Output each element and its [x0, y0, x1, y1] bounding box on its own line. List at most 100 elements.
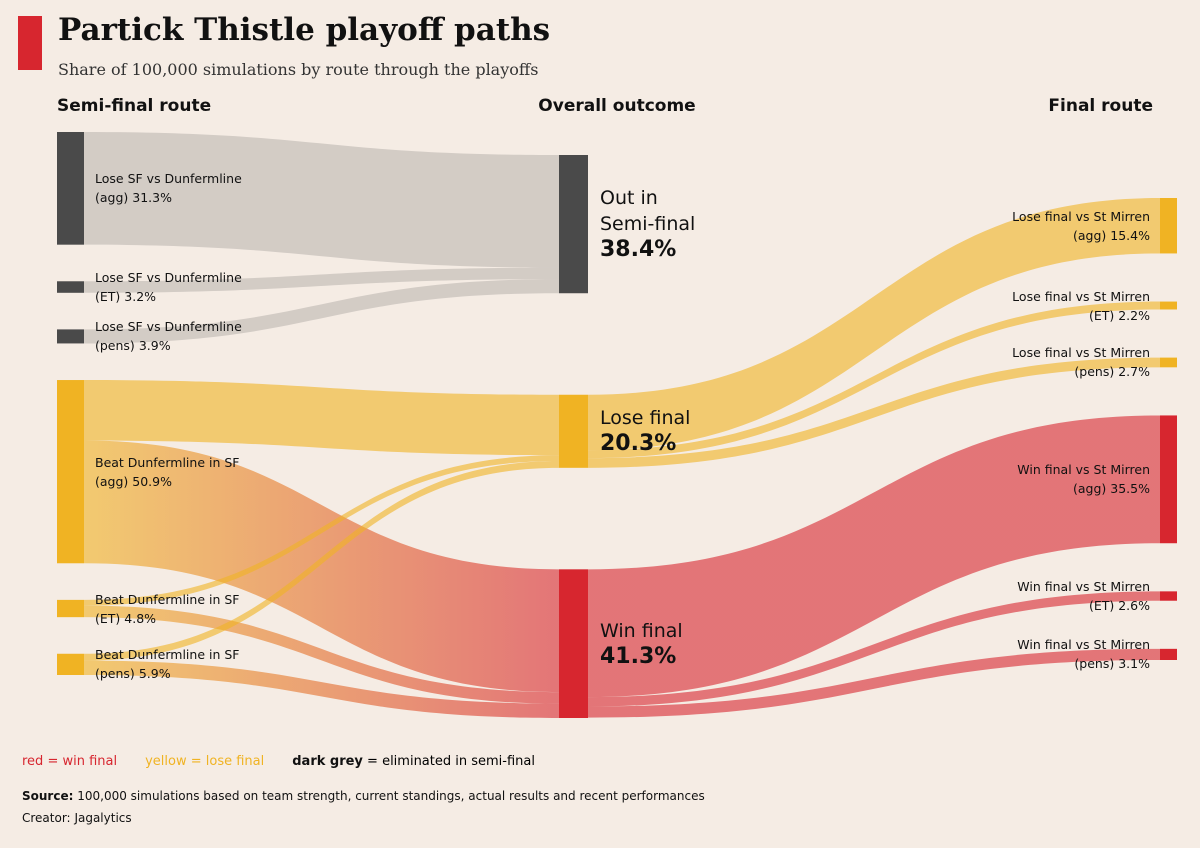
flow [84, 460, 559, 661]
node-label: Win final vs St Mirren (ET) 2.6% [1017, 577, 1150, 615]
node-label: Out in Semi-final 38.4% [600, 185, 710, 263]
flow [84, 279, 559, 344]
legend-label: yellow = lose final [145, 754, 265, 769]
node-bar [1160, 591, 1177, 601]
node-label: Lose final vs St Mirren (agg) 15.4% [1012, 207, 1150, 245]
flow [84, 660, 559, 718]
flow [588, 357, 1160, 468]
node-bar [559, 394, 588, 468]
node-name: Beat Dunfermline in SF [95, 591, 240, 607]
chart-subtitle: Share of 100,000 simulations by route th… [58, 60, 539, 79]
node-bar [559, 569, 588, 718]
node-label: Win final vs St Mirren (pens) 3.1% [1017, 635, 1150, 673]
node-label: Beat Dunfermline in SF (pens) 5.9% [95, 645, 239, 683]
node-value: 2.2% [1118, 307, 1150, 323]
node-value: 15.4% [1110, 227, 1150, 243]
chart-title: Partick Thistle playoff paths [58, 12, 551, 48]
node-bar [1160, 648, 1177, 660]
flow [588, 415, 1160, 698]
node-route: (ET) [1088, 598, 1115, 614]
node-label: Beat Dunfermline in SF (ET) 4.8% [95, 590, 239, 628]
node-bar [57, 599, 84, 618]
node-value: 50.9% [132, 473, 172, 489]
node-name: Lose final vs St Mirren [1012, 345, 1150, 361]
node-label: Lose SF vs Dunfermline (pens) 3.9% [95, 317, 242, 355]
node-bar [1160, 301, 1177, 310]
node-label: Lose final vs St Mirren (pens) 2.7% [1012, 343, 1150, 381]
node-name: Lose SF vs Dunfermline [95, 270, 242, 286]
node-name: Out in Semi-final [600, 187, 696, 236]
column-title: Overall outcome [538, 96, 696, 116]
legend-item: yellow = lose final [145, 754, 264, 769]
node-value: 3.9% [138, 338, 171, 354]
node-name: Win final [600, 619, 683, 642]
node-name: Lose SF vs Dunfermline [95, 319, 242, 335]
node-label: Win final 41.3% [600, 618, 710, 670]
flow [588, 591, 1160, 707]
node-route: (ET) [95, 289, 121, 305]
node-name: Win final vs St Mirren [1017, 579, 1150, 595]
node-value: 31.3% [132, 190, 172, 206]
flow [84, 605, 559, 704]
node-name: Lose final vs St Mirren [1012, 208, 1150, 224]
node-bar [57, 380, 84, 564]
column-title: Semi-final route [57, 96, 212, 116]
node-name: Win final vs St Mirren [1017, 637, 1150, 653]
flow [84, 440, 559, 693]
node-value: 3.1% [1118, 656, 1150, 672]
legend-label: dark grey [292, 754, 363, 769]
node-bar [559, 155, 588, 294]
node-bar [1160, 357, 1177, 368]
creator-text: Jagalytics [74, 811, 132, 825]
node-route: (agg) [1073, 481, 1107, 497]
node-name: Win final vs St Mirren [1017, 462, 1150, 478]
node-label: Lose final 20.3% [600, 405, 710, 457]
node-label: Lose final vs St Mirren (ET) 2.2% [1012, 287, 1150, 325]
node-value: 3.2% [124, 289, 157, 305]
node-bar [57, 653, 84, 675]
node-name: Lose final vs St Mirren [1012, 288, 1150, 304]
node-value: 2.7% [1118, 364, 1150, 380]
flow [84, 267, 559, 293]
source-label: Source: [22, 789, 74, 803]
creator: Creator: Jagalytics [22, 811, 132, 825]
flow [84, 455, 559, 606]
source-text: 100,000 simulations based on team streng… [77, 789, 705, 803]
node-bar [57, 132, 84, 245]
node-value: 4.8% [124, 610, 157, 626]
legend-note: = eliminated in semi-final [367, 754, 535, 769]
node-value: 38.4% [600, 237, 677, 263]
node-route: (pens) [95, 666, 135, 682]
node-bar [57, 329, 84, 344]
flow [84, 132, 559, 268]
node-route: (ET) [95, 610, 121, 626]
column-title: Final route [1048, 96, 1153, 116]
node-label: Beat Dunfermline in SF (agg) 50.9% [95, 453, 239, 491]
source: Source: 100,000 simulations based on tea… [22, 789, 705, 803]
node-route: (pens) [1074, 364, 1115, 380]
node-name: Beat Dunfermline in SF [95, 647, 240, 663]
node-name: Beat Dunfermline in SF [95, 454, 240, 470]
node-route: (agg) [1073, 227, 1107, 243]
node-label: Lose SF vs Dunfermline (ET) 3.2% [95, 268, 242, 306]
creator-label: Creator: [22, 811, 71, 825]
node-route: (ET) [1088, 307, 1115, 323]
node-bar [1160, 415, 1177, 544]
flow [84, 380, 559, 456]
node-label: Win final vs St Mirren (agg) 35.5% [1017, 460, 1150, 498]
title-accent [18, 16, 42, 70]
legend-item: red = win final [22, 754, 117, 769]
node-bar [57, 281, 84, 293]
flow [588, 301, 1160, 459]
flow [588, 648, 1160, 718]
node-route: (pens) [1074, 656, 1115, 672]
flow [588, 198, 1160, 451]
node-route: (agg) [95, 190, 129, 206]
node-value: 20.3% [600, 431, 677, 457]
node-route: (pens) [95, 338, 135, 354]
node-bar [1160, 198, 1177, 254]
node-name: Lose final [600, 407, 691, 430]
node-value: 5.9% [138, 666, 171, 682]
